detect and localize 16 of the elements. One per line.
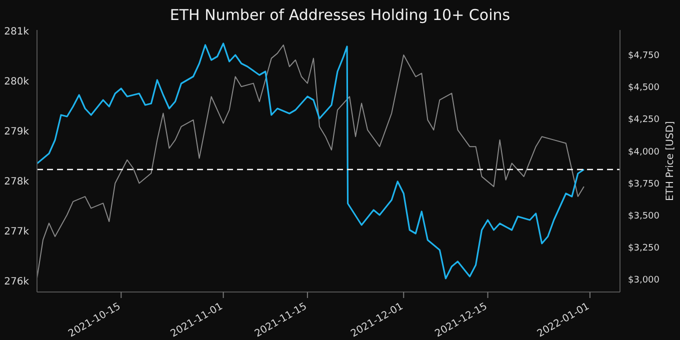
y-tick-label: 278k	[4, 176, 30, 188]
y2-tick-label: $4,500	[628, 83, 660, 94]
y2-tick-label: $4,750	[628, 51, 660, 62]
y2-axis-title: ETH Price [USD]	[665, 121, 677, 201]
y2-tick-label: $3,500	[628, 211, 660, 222]
chart-title: ETH Number of Addresses Holding 10+ Coins	[168, 6, 512, 24]
y-tick-label: 281k	[4, 26, 30, 38]
y2-tick-label: $4,000	[628, 147, 660, 158]
y2-tick-label: $3,000	[628, 275, 660, 286]
y2-tick-label: $3,250	[628, 243, 660, 254]
y-tick-label: 277k	[4, 226, 30, 238]
y2-tick-label: $4,250	[628, 115, 660, 126]
y-tick-label: 276k	[4, 276, 30, 288]
y-tick-label: 279k	[4, 126, 30, 138]
y-tick-label: 280k	[4, 76, 30, 88]
y2-tick-label: $3,750	[628, 179, 660, 190]
